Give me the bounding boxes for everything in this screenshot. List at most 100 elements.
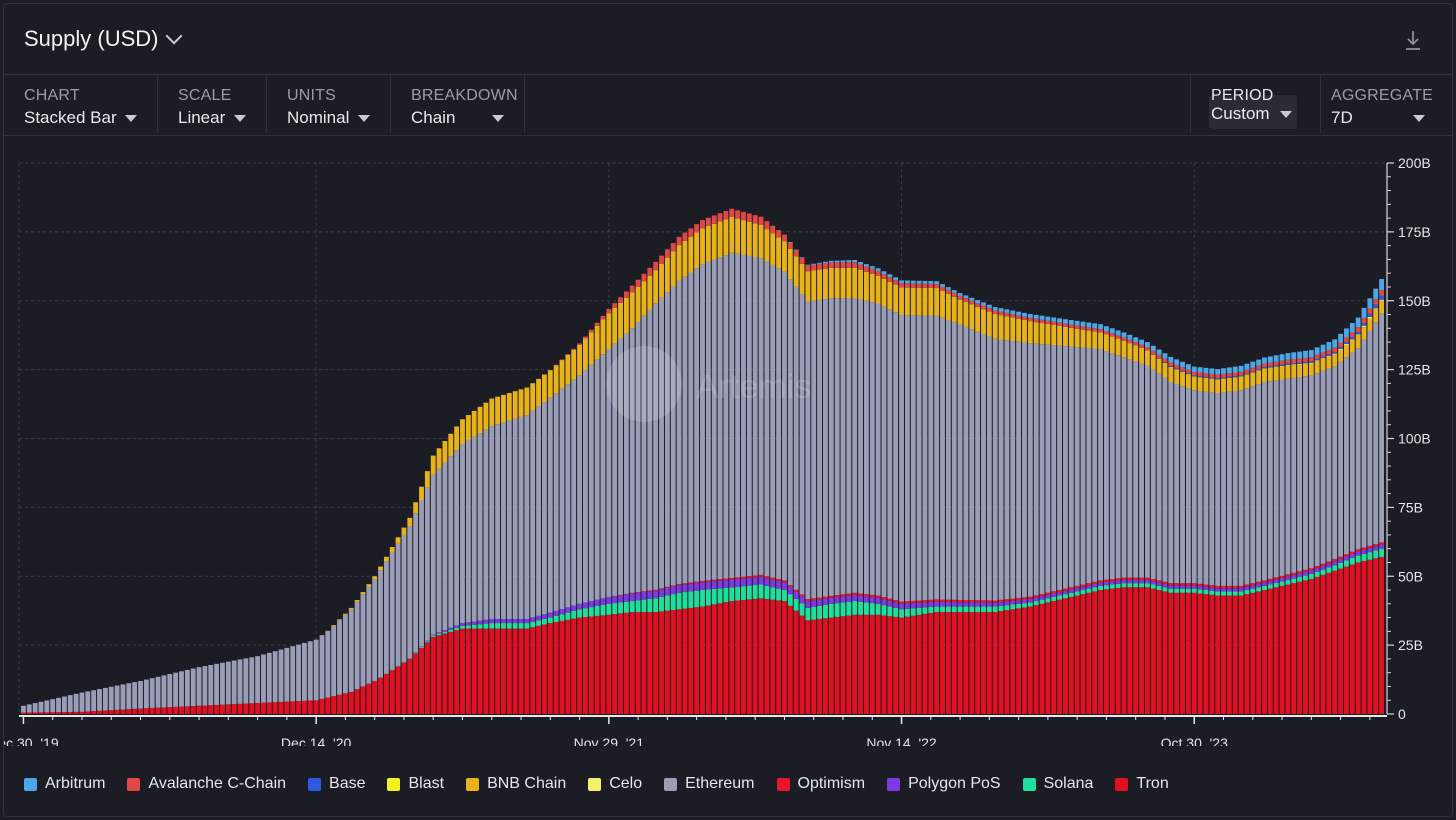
bar-segment-arbitrum[interactable] <box>928 281 934 284</box>
bar-segment-ethereum[interactable] <box>664 292 670 587</box>
bar-segment-arbitrum[interactable] <box>799 257 805 258</box>
bar-segment-polygon-pos[interactable] <box>934 601 940 607</box>
bar-segment-solana[interactable] <box>770 587 776 600</box>
bar-segment-base[interactable] <box>1250 371 1256 373</box>
bar-segment-avalanche-c-chain[interactable] <box>758 216 764 225</box>
bar-segment-avalanche-c-chain[interactable] <box>1355 327 1361 333</box>
bar-segment-solana[interactable] <box>688 591 694 608</box>
bar-segment-solana[interactable] <box>1162 587 1168 592</box>
bar-segment-avalanche-c-chain[interactable] <box>1098 329 1103 333</box>
bar-segment-optimism[interactable] <box>1039 593 1045 597</box>
bar-segment-solana[interactable] <box>1308 574 1314 580</box>
bar-segment-base[interactable] <box>1256 369 1262 371</box>
bar-segment-ethereum[interactable] <box>746 255 752 577</box>
bar-segment-optimism[interactable] <box>1221 585 1226 589</box>
bar-segment-tron[interactable] <box>1004 610 1010 714</box>
bar-segment-bnb-chain[interactable] <box>524 387 530 416</box>
scale-dropdown[interactable]: SCALE Linear <box>158 75 267 133</box>
bar-segment-tron[interactable] <box>44 712 50 714</box>
bar-segment-avalanche-c-chain[interactable] <box>1115 335 1121 339</box>
bar-segment-bnb-chain[interactable] <box>1273 366 1279 381</box>
bar-segment-avalanche-c-chain[interactable] <box>992 310 998 314</box>
bar-segment-bnb-chain[interactable] <box>547 370 553 398</box>
bar-segment-solana[interactable] <box>448 629 454 632</box>
bar-segment-solana[interactable] <box>863 602 869 615</box>
bar-segment-ethereum[interactable] <box>916 315 922 601</box>
bar-segment-avalanche-c-chain[interactable] <box>1191 372 1197 376</box>
bar-segment-optimism[interactable] <box>1197 583 1203 587</box>
bar-segment-arbitrum[interactable] <box>875 268 881 271</box>
bar-segment-bnb-chain[interactable] <box>1080 329 1086 348</box>
bar-segment-ethereum[interactable] <box>477 433 483 621</box>
bar-segment-ethereum[interactable] <box>220 662 225 705</box>
bar-segment-polygon-pos[interactable] <box>588 601 594 608</box>
bar-segment-avalanche-c-chain[interactable] <box>1109 333 1115 337</box>
bar-segment-solana[interactable] <box>899 609 904 618</box>
bar-segment-tron[interactable] <box>1379 556 1384 714</box>
bar-segment-ethereum[interactable] <box>1326 368 1332 562</box>
bar-segment-arbitrum[interactable] <box>1355 317 1361 328</box>
bar-segment-tron[interactable] <box>296 701 301 714</box>
bar-segment-ethereum[interactable] <box>1057 345 1063 590</box>
bar-segment-bnb-chain[interactable] <box>1144 350 1150 366</box>
bar-segment-tron[interactable] <box>1209 594 1215 714</box>
bar-segment-solana[interactable] <box>1074 591 1080 596</box>
bar-segment-ethereum[interactable] <box>378 570 383 678</box>
bar-segment-tron[interactable] <box>928 612 934 714</box>
bar-segment-tron[interactable] <box>764 598 770 714</box>
bar-segment-tron[interactable] <box>1355 562 1361 714</box>
bar-segment-optimism[interactable] <box>852 592 858 595</box>
bar-segment-arbitrum[interactable] <box>1115 330 1121 336</box>
bar-segment-bnb-chain[interactable] <box>981 309 986 334</box>
bar-segment-celo[interactable] <box>1355 335 1361 336</box>
bar-segment-polygon-pos[interactable] <box>823 598 828 605</box>
bar-segment-optimism[interactable] <box>916 600 922 603</box>
bar-segment-polygon-pos[interactable] <box>1092 583 1098 588</box>
bar-segment-polygon-pos[interactable] <box>1338 558 1344 563</box>
bar-segment-solana[interactable] <box>1139 583 1144 588</box>
bar-segment-polygon-pos[interactable] <box>1215 588 1221 592</box>
bar-segment-arbitrum[interactable] <box>1174 359 1180 365</box>
bar-segment-ethereum[interactable] <box>770 264 776 578</box>
bar-segment-celo[interactable] <box>1344 344 1349 345</box>
bar-segment-tron[interactable] <box>225 704 231 714</box>
legend-item-solana[interactable]: Solana <box>1022 775 1093 793</box>
bar-segment-ethereum[interactable] <box>536 406 542 616</box>
bar-segment-tron[interactable] <box>1127 587 1133 714</box>
bar-segment-polygon-pos[interactable] <box>723 580 729 588</box>
bar-segment-ethereum[interactable] <box>893 312 899 601</box>
bar-segment-arbitrum[interactable] <box>1297 351 1303 359</box>
bar-segment-solana[interactable] <box>1057 595 1063 600</box>
bar-segment-bnb-chain[interactable] <box>1320 358 1326 371</box>
bar-segment-bnb-chain[interactable] <box>1203 377 1209 392</box>
bar-segment-base[interactable] <box>1361 323 1367 326</box>
bar-segment-optimism[interactable] <box>688 582 694 584</box>
bar-segment-solana[interactable] <box>735 586 741 601</box>
bar-segment-optimism[interactable] <box>1332 559 1338 562</box>
bar-segment-ethereum[interactable] <box>1197 390 1203 584</box>
bar-segment-arbitrum[interactable] <box>817 262 822 264</box>
bar-segment-avalanche-c-chain[interactable] <box>776 230 782 238</box>
bar-segment-ethereum[interactable] <box>869 302 875 595</box>
bar-segment-bnb-chain[interactable] <box>998 315 1004 340</box>
bar-segment-tron[interactable] <box>108 710 114 714</box>
bar-segment-solana[interactable] <box>629 601 635 613</box>
bar-segment-bnb-chain[interactable] <box>483 402 489 430</box>
bar-segment-polygon-pos[interactable] <box>881 599 887 606</box>
bar-segment-avalanche-c-chain[interactable] <box>735 210 741 219</box>
bar-segment-optimism[interactable] <box>1010 598 1016 601</box>
bar-segment-tron[interactable] <box>91 711 97 714</box>
bar-segment-optimism[interactable] <box>1244 584 1250 587</box>
bar-segment-tron[interactable] <box>331 696 337 714</box>
bar-segment-ethereum[interactable] <box>787 279 793 586</box>
bar-segment-polygon-pos[interactable] <box>1326 563 1332 568</box>
bar-segment-polygon-pos[interactable] <box>1279 578 1285 582</box>
bar-segment-ethereum[interactable] <box>102 687 108 711</box>
bar-segment-tron[interactable] <box>618 613 623 714</box>
bar-segment-bnb-chain[interactable] <box>840 267 846 299</box>
bar-segment-avalanche-c-chain[interactable] <box>858 264 863 270</box>
bar-segment-tron[interactable] <box>975 612 981 714</box>
bar-segment-polygon-pos[interactable] <box>858 595 863 602</box>
bar-segment-solana[interactable] <box>846 601 852 616</box>
bar-segment-optimism[interactable] <box>1355 549 1361 552</box>
